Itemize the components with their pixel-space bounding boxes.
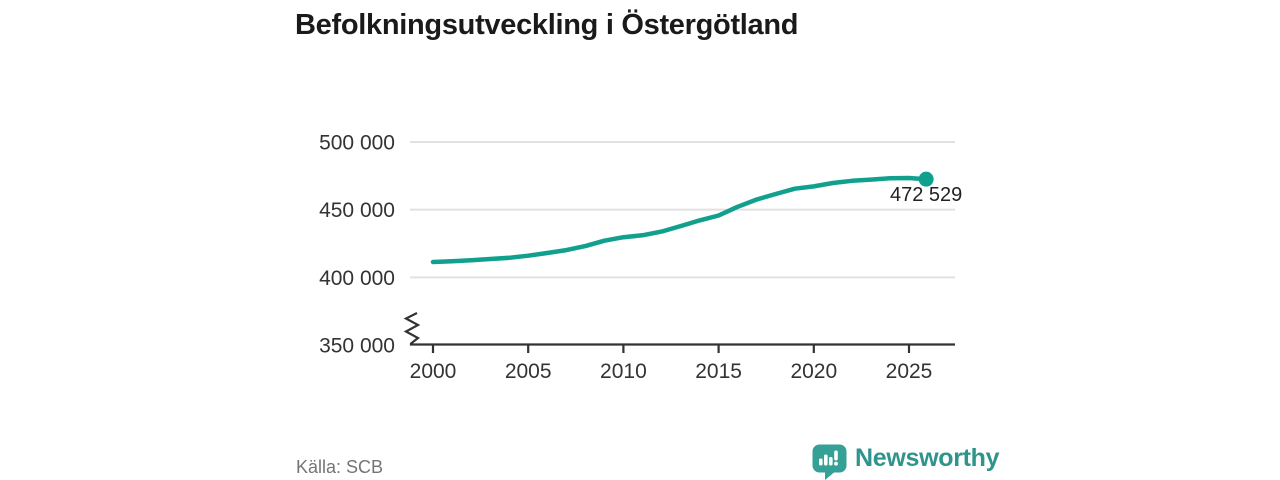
y-tick-label: 450 000 xyxy=(319,199,395,222)
latest-value-label: 472 529 xyxy=(890,184,962,206)
x-axis-with-break xyxy=(403,312,955,346)
x-tick-label: 2025 xyxy=(886,360,933,383)
x-tick-label: 2005 xyxy=(505,360,552,383)
y-tick-label: 350 000 xyxy=(319,335,395,358)
population-series-line xyxy=(430,175,929,265)
population-line-chart: 500 000 450 000 400 000 350 000 2000 2005 2010… xyxy=(319,132,962,384)
y-tick-label: 400 000 xyxy=(319,267,395,290)
chart-title: Befolkningsutveckling i Östergötland xyxy=(295,9,799,41)
x-tick-label: 2000 xyxy=(410,360,457,383)
newsworthy-speech-bubble-bars-icon xyxy=(812,444,847,480)
x-tick-label: 2015 xyxy=(695,360,742,383)
newsworthy-logo: Newsworthy xyxy=(811,443,1000,480)
newsworthy-wordmark: Newsworthy xyxy=(855,443,1000,472)
x-tick-label: 2020 xyxy=(790,360,837,383)
source-label: Källa: SCB xyxy=(296,457,384,477)
y-tick-label: 500 000 xyxy=(319,132,395,155)
x-tick-label: 2010 xyxy=(600,360,647,383)
latest-data-point xyxy=(918,171,934,187)
